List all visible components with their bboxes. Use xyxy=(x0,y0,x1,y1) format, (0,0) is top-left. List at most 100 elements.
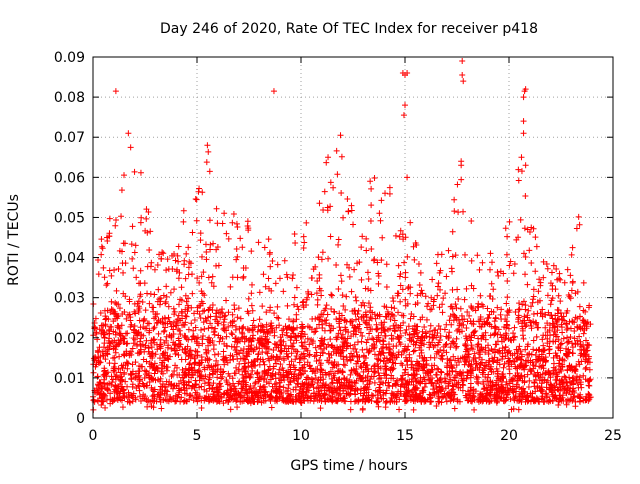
scatter-point xyxy=(270,346,277,353)
scatter-point xyxy=(323,320,330,327)
scatter-point xyxy=(522,162,529,169)
scatter-point xyxy=(313,358,320,365)
scatter-point xyxy=(210,283,217,290)
scatter-point xyxy=(546,322,553,329)
scatter-point xyxy=(248,346,255,353)
scatter-point xyxy=(524,343,531,350)
scatter-point xyxy=(542,324,549,331)
scatter-point xyxy=(503,392,510,399)
scatter-point xyxy=(188,320,195,327)
scatter-point xyxy=(124,340,131,347)
scatter-point xyxy=(257,383,264,390)
scatter-point xyxy=(191,310,198,317)
scatter-point xyxy=(553,380,560,387)
scatter-point xyxy=(581,346,588,353)
scatter-point xyxy=(415,260,422,267)
scatter-point xyxy=(512,308,519,315)
scatter-point xyxy=(367,304,374,311)
scatter-point xyxy=(568,287,575,294)
scatter-point xyxy=(340,375,347,382)
scatter-point xyxy=(403,347,410,354)
scatter-point xyxy=(281,377,288,384)
scatter-point xyxy=(185,326,192,333)
scatter-point xyxy=(525,397,532,404)
scatter-point xyxy=(449,253,456,260)
scatter-point xyxy=(437,326,444,333)
scatter-point xyxy=(206,334,213,341)
scatter-point xyxy=(232,323,239,330)
scatter-point xyxy=(300,382,307,389)
scatter-point xyxy=(546,386,553,393)
scatter-point xyxy=(419,290,426,297)
scatter-point xyxy=(336,385,343,392)
scatter-point xyxy=(326,392,333,399)
scatter-point xyxy=(380,341,387,348)
scatter-point xyxy=(502,343,509,350)
scatter-point xyxy=(388,364,395,371)
scatter-point xyxy=(111,394,118,401)
scatter-point xyxy=(337,327,344,334)
scatter-point xyxy=(176,327,183,334)
scatter-point xyxy=(167,289,174,296)
scatter-point xyxy=(294,380,301,387)
scatter-point xyxy=(163,267,170,274)
scatter-point xyxy=(104,369,111,376)
scatter-point xyxy=(472,307,479,314)
scatter-point xyxy=(514,377,521,384)
scatter-point xyxy=(554,306,561,313)
scatter-point xyxy=(389,359,396,366)
scatter-point xyxy=(479,320,486,327)
scatter-point xyxy=(468,303,475,310)
scatter-point xyxy=(346,273,353,280)
scatter-point xyxy=(230,210,237,217)
scatter-point xyxy=(459,72,466,79)
scatter-point xyxy=(390,298,397,305)
scatter-point xyxy=(300,355,307,362)
scatter-point xyxy=(434,283,441,290)
scatter-point xyxy=(578,343,585,350)
scatter-point xyxy=(160,321,167,328)
scatter-point xyxy=(466,392,473,399)
scatter-point xyxy=(112,349,119,356)
scatter-point xyxy=(247,385,254,392)
scatter-point xyxy=(429,379,436,386)
scatter-point xyxy=(193,217,200,224)
scatter-point xyxy=(268,322,275,329)
scatter-point xyxy=(115,265,122,272)
scatter-point xyxy=(190,327,197,334)
scatter-point xyxy=(327,336,334,343)
scatter-point xyxy=(498,384,505,391)
scatter-point xyxy=(571,393,578,400)
scatter-point xyxy=(134,332,141,339)
scatter-point xyxy=(192,324,199,331)
scatter-point xyxy=(208,279,215,286)
scatter-point xyxy=(494,397,501,404)
scatter-point xyxy=(380,326,387,333)
scatter-point xyxy=(411,372,418,379)
scatter-point xyxy=(278,347,285,354)
scatter-point xyxy=(518,168,525,175)
scatter-point xyxy=(511,333,518,340)
scatter-point xyxy=(433,402,440,409)
scatter-point xyxy=(365,285,372,292)
scatter-point xyxy=(498,394,505,401)
scatter-point xyxy=(283,388,290,395)
scatter-point xyxy=(522,398,529,405)
scatter-point xyxy=(177,296,184,303)
scatter-point xyxy=(410,386,417,393)
scatter-point xyxy=(300,397,307,404)
scatter-point xyxy=(500,332,507,339)
scatter-point xyxy=(98,243,105,250)
scatter-point xyxy=(172,362,179,369)
scatter-point xyxy=(185,271,192,278)
scatter-point xyxy=(264,329,271,336)
x-tick-label: 20 xyxy=(500,428,518,444)
scatter-point xyxy=(147,291,154,298)
scatter-point xyxy=(489,259,496,266)
scatter-point xyxy=(210,363,217,370)
scatter-point xyxy=(189,290,196,297)
scatter-point xyxy=(377,217,384,224)
scatter-point xyxy=(230,356,237,363)
scatter-point xyxy=(194,275,201,282)
scatter-point xyxy=(201,307,208,314)
